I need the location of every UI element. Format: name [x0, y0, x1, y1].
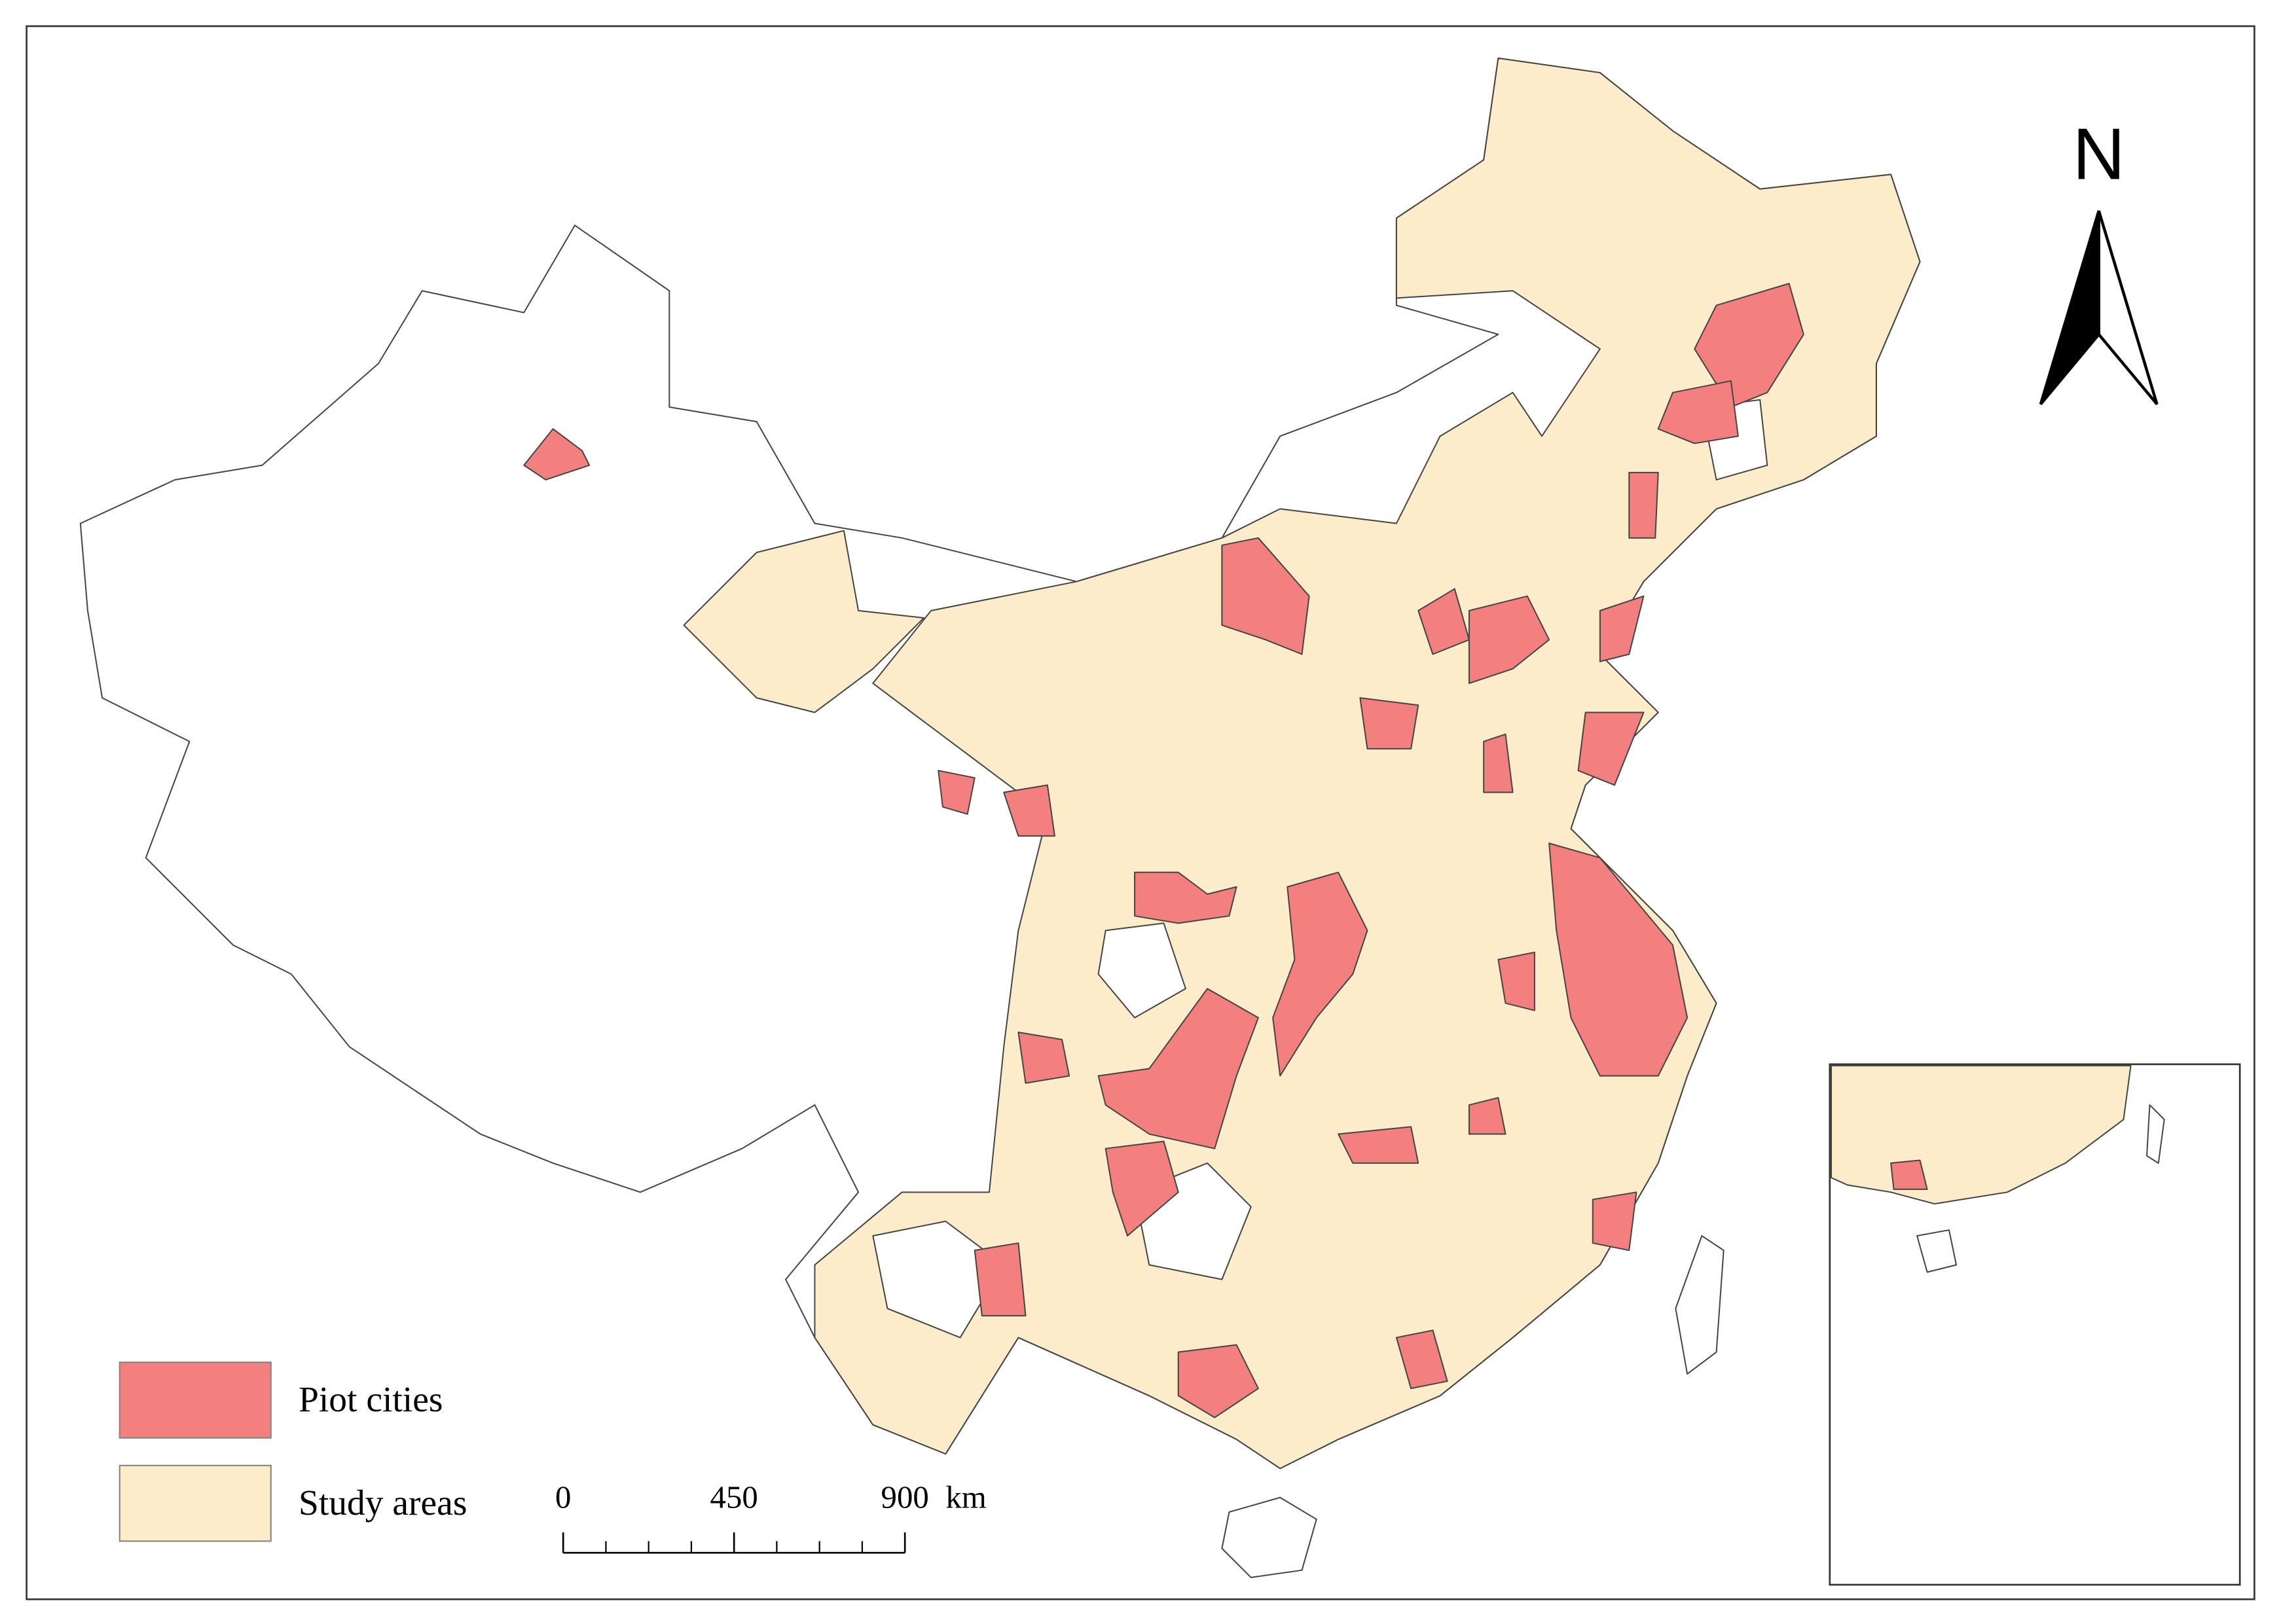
pilot-city	[1359, 697, 1419, 749]
pilot-city	[1694, 283, 1804, 408]
north-arrow	[2039, 210, 2100, 405]
island	[1221, 1496, 1317, 1578]
island	[2146, 1104, 2165, 1164]
legend: Piot cities Study areas	[119, 1362, 467, 1542]
pilot-city	[1628, 471, 1659, 539]
scale-label: 0	[555, 1479, 571, 1515]
north-label: N	[2073, 113, 2125, 195]
pilot-city	[1483, 733, 1514, 793]
island	[1916, 1229, 1958, 1273]
pilot-city	[1592, 1191, 1637, 1252]
island	[1675, 1235, 1724, 1375]
non-study-region	[1097, 922, 1186, 1019]
pilot-city	[1272, 871, 1368, 1077]
scale-label: 450	[710, 1479, 758, 1515]
pilot-city	[1548, 842, 1688, 1077]
pilot-city	[1003, 784, 1055, 837]
pilot-city	[1395, 1329, 1448, 1390]
pilot-city	[1890, 1159, 1928, 1190]
pilot-city	[938, 770, 976, 815]
scale-label: 900	[881, 1479, 929, 1515]
pilot-city	[1468, 1096, 1506, 1135]
pilot-city	[1104, 1140, 1179, 1236]
pilot-city	[1177, 1344, 1259, 1418]
pilot-city	[1497, 951, 1535, 1011]
pilot-city	[523, 428, 591, 480]
pilot-city	[1468, 595, 1550, 684]
scale-unit: km	[945, 1479, 986, 1515]
study-area	[683, 530, 925, 713]
pilot-city	[1338, 1126, 1419, 1164]
scale-bar: 0 450 900 km	[555, 1479, 987, 1554]
pilot-city	[1599, 595, 1645, 662]
pilot-city	[974, 1242, 1027, 1317]
pilot-city	[1097, 988, 1259, 1149]
pilot-city	[1657, 380, 1739, 444]
study-area	[814, 57, 1921, 1470]
pilot-city	[1221, 537, 1310, 655]
pilot-city	[1577, 712, 1645, 786]
legend-swatch	[119, 1464, 272, 1542]
pilot-city	[1017, 1032, 1070, 1084]
legend-label: Piot cities	[299, 1380, 443, 1420]
legend-label: Study areas	[299, 1483, 467, 1523]
legend-swatch	[119, 1362, 272, 1439]
pilot-city	[1134, 871, 1237, 924]
